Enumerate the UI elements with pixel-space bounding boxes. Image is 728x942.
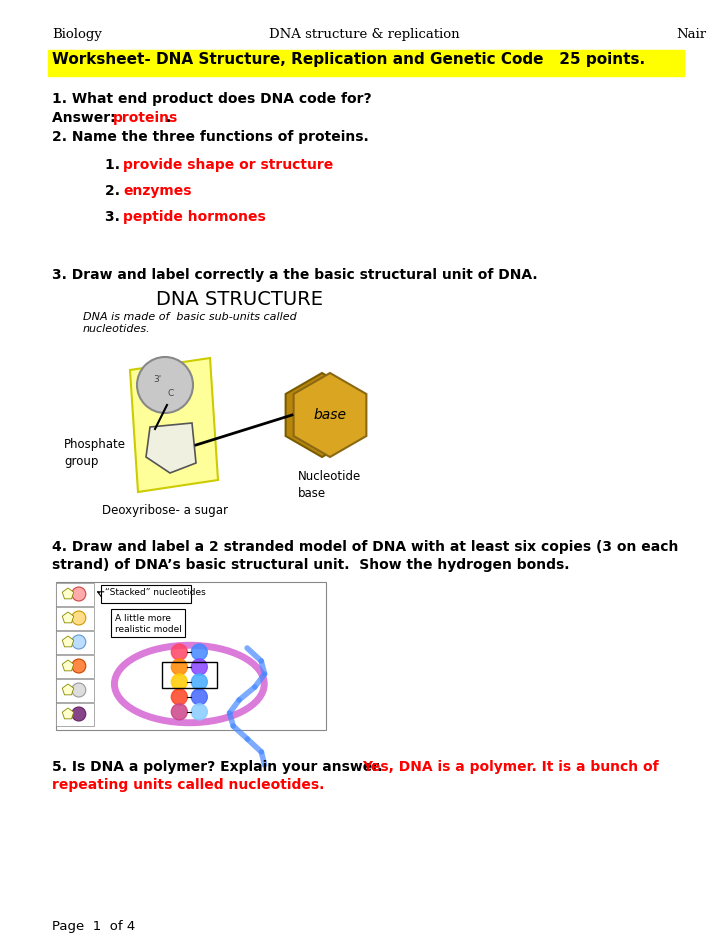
Circle shape	[191, 644, 207, 660]
Text: 2. Name the three functions of proteins.: 2. Name the three functions of proteins.	[52, 130, 369, 144]
Text: “Stacked” nucleotides: “Stacked” nucleotides	[105, 588, 206, 597]
Text: Phosphate
group: Phosphate group	[64, 438, 126, 468]
FancyBboxPatch shape	[56, 583, 94, 606]
FancyBboxPatch shape	[56, 655, 94, 678]
FancyBboxPatch shape	[56, 679, 94, 702]
Text: 3': 3'	[153, 375, 161, 383]
FancyBboxPatch shape	[101, 585, 191, 603]
FancyBboxPatch shape	[111, 609, 185, 637]
Polygon shape	[63, 636, 74, 647]
Text: Nucleotide
base: Nucleotide base	[298, 470, 361, 500]
Text: .: .	[166, 111, 171, 125]
FancyBboxPatch shape	[56, 703, 94, 726]
FancyBboxPatch shape	[56, 631, 94, 654]
Circle shape	[191, 689, 207, 705]
Text: Page  1  of 4: Page 1 of 4	[52, 920, 135, 933]
Text: 3. Draw and label correctly a the basic structural unit of DNA.: 3. Draw and label correctly a the basic …	[52, 268, 537, 282]
Text: 1.: 1.	[105, 158, 125, 172]
Polygon shape	[63, 588, 74, 599]
Circle shape	[171, 704, 187, 720]
Text: DNA is made of  basic sub-units called
nucleotides.: DNA is made of basic sub-units called nu…	[83, 312, 297, 334]
Circle shape	[171, 644, 187, 660]
Text: Biology: Biology	[52, 28, 102, 41]
Text: Worksheet- DNA Structure, Replication and Genetic Code   25 points.: Worksheet- DNA Structure, Replication an…	[52, 52, 645, 67]
Text: repeating units called nucleotides.: repeating units called nucleotides.	[52, 778, 325, 792]
Polygon shape	[63, 708, 74, 719]
Circle shape	[72, 707, 86, 721]
Polygon shape	[285, 373, 358, 457]
Text: Answer:: Answer:	[52, 111, 121, 125]
Circle shape	[72, 635, 86, 649]
Text: Yes, DNA is a polymer. It is a bunch of: Yes, DNA is a polymer. It is a bunch of	[362, 760, 659, 774]
Text: provide shape or structure: provide shape or structure	[123, 158, 333, 172]
Text: Deoxyribose- a sugar: Deoxyribose- a sugar	[102, 504, 228, 517]
Circle shape	[191, 659, 207, 675]
Circle shape	[72, 683, 86, 697]
Text: C: C	[168, 388, 174, 398]
Text: 2.: 2.	[105, 184, 125, 198]
Circle shape	[72, 659, 86, 673]
Text: enzymes: enzymes	[123, 184, 191, 198]
Circle shape	[191, 674, 207, 690]
Circle shape	[72, 611, 86, 625]
FancyBboxPatch shape	[48, 50, 684, 76]
Text: proteins: proteins	[113, 111, 178, 125]
FancyBboxPatch shape	[56, 607, 94, 630]
Text: 3.: 3.	[105, 210, 124, 224]
Circle shape	[191, 704, 207, 720]
Polygon shape	[130, 358, 218, 492]
Polygon shape	[293, 373, 366, 457]
Polygon shape	[146, 423, 196, 473]
Text: 1. What end product does DNA code for?: 1. What end product does DNA code for?	[52, 92, 371, 106]
Circle shape	[171, 659, 187, 675]
Polygon shape	[63, 612, 74, 623]
Circle shape	[137, 357, 193, 413]
Text: peptide hormones: peptide hormones	[123, 210, 266, 224]
Circle shape	[171, 689, 187, 705]
Text: base: base	[314, 408, 347, 422]
Text: 4. Draw and label a 2 stranded model of DNA with at least six copies (3 on each
: 4. Draw and label a 2 stranded model of …	[52, 540, 678, 573]
Text: DNA structure & replication: DNA structure & replication	[269, 28, 459, 41]
Circle shape	[171, 674, 187, 690]
Text: Nair: Nair	[676, 28, 706, 41]
Text: 5. Is DNA a polymer? Explain your answer.: 5. Is DNA a polymer? Explain your answer…	[52, 760, 387, 774]
FancyBboxPatch shape	[56, 582, 326, 730]
Polygon shape	[63, 684, 74, 695]
Polygon shape	[63, 660, 74, 671]
Text: A little more
realistic model: A little more realistic model	[115, 614, 182, 634]
Text: DNA STRUCTURE: DNA STRUCTURE	[157, 290, 323, 309]
Circle shape	[72, 587, 86, 601]
